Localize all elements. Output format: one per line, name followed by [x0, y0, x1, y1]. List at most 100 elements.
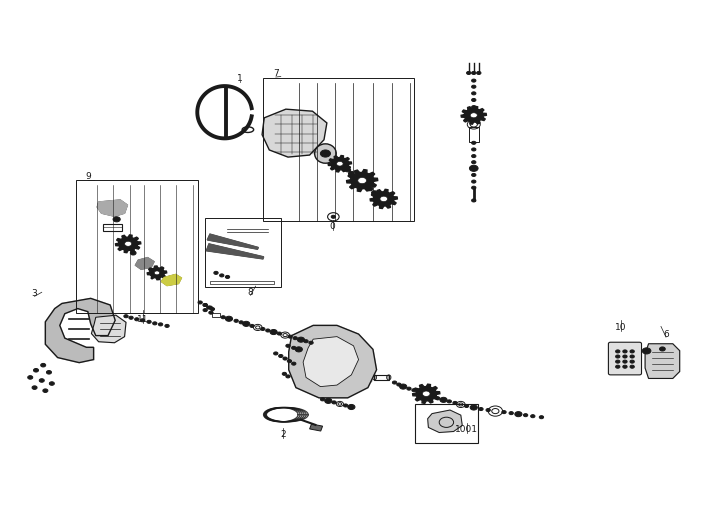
Bar: [469, 127, 479, 143]
Circle shape: [447, 400, 451, 403]
Circle shape: [472, 149, 476, 152]
Circle shape: [515, 412, 522, 417]
Circle shape: [33, 369, 39, 373]
Ellipse shape: [372, 375, 377, 380]
Circle shape: [477, 72, 481, 75]
Circle shape: [623, 355, 627, 358]
Polygon shape: [161, 275, 181, 286]
Circle shape: [472, 200, 476, 203]
Circle shape: [469, 166, 478, 172]
Circle shape: [472, 161, 476, 164]
Circle shape: [304, 340, 308, 343]
Circle shape: [407, 387, 411, 390]
Circle shape: [348, 405, 355, 410]
Polygon shape: [207, 244, 264, 260]
Circle shape: [472, 174, 476, 177]
Circle shape: [486, 409, 490, 412]
Circle shape: [623, 365, 627, 369]
Circle shape: [372, 191, 377, 195]
Polygon shape: [91, 316, 126, 343]
Circle shape: [397, 383, 401, 386]
Circle shape: [210, 308, 215, 311]
Circle shape: [367, 187, 373, 191]
Circle shape: [472, 142, 476, 145]
Circle shape: [472, 86, 476, 89]
Polygon shape: [303, 337, 359, 387]
Circle shape: [345, 168, 351, 173]
Text: 11: 11: [137, 315, 148, 324]
Ellipse shape: [315, 145, 336, 164]
Circle shape: [332, 401, 336, 404]
Circle shape: [320, 398, 325, 401]
Circle shape: [286, 375, 290, 378]
Ellipse shape: [387, 375, 391, 380]
Bar: [210, 281, 274, 285]
Text: 9: 9: [85, 172, 91, 181]
Circle shape: [250, 325, 254, 328]
Circle shape: [523, 414, 528, 417]
Circle shape: [440, 398, 447, 403]
Circle shape: [630, 350, 634, 353]
Circle shape: [49, 382, 55, 386]
Circle shape: [470, 405, 477, 410]
Circle shape: [464, 405, 469, 408]
Circle shape: [630, 360, 634, 363]
Circle shape: [140, 319, 145, 322]
Circle shape: [154, 271, 160, 275]
Circle shape: [412, 389, 416, 392]
Circle shape: [43, 389, 48, 393]
Polygon shape: [207, 235, 258, 250]
Circle shape: [147, 321, 151, 324]
Circle shape: [470, 114, 477, 119]
Circle shape: [336, 162, 343, 167]
Circle shape: [277, 332, 282, 335]
Circle shape: [467, 72, 471, 75]
Polygon shape: [115, 236, 141, 253]
Circle shape: [292, 362, 296, 365]
Circle shape: [616, 360, 620, 363]
Circle shape: [472, 80, 476, 83]
Circle shape: [221, 316, 225, 319]
Circle shape: [660, 347, 665, 351]
Circle shape: [539, 416, 544, 419]
Circle shape: [243, 322, 250, 327]
Circle shape: [472, 93, 476, 96]
Text: 1001: 1001: [455, 425, 478, 434]
Circle shape: [423, 391, 430, 397]
Circle shape: [220, 274, 224, 277]
Circle shape: [125, 242, 132, 247]
Circle shape: [436, 397, 440, 400]
Polygon shape: [428, 410, 462, 433]
Polygon shape: [97, 201, 127, 217]
Circle shape: [208, 306, 212, 309]
Circle shape: [209, 312, 213, 315]
Circle shape: [479, 408, 483, 411]
Circle shape: [616, 355, 620, 358]
Bar: [205, 219, 281, 288]
Circle shape: [453, 402, 457, 405]
Circle shape: [198, 301, 202, 304]
Circle shape: [295, 347, 302, 352]
FancyBboxPatch shape: [608, 343, 642, 375]
Circle shape: [286, 345, 290, 348]
Bar: [212, 314, 220, 318]
Bar: [374, 375, 389, 380]
Circle shape: [343, 404, 348, 407]
Circle shape: [40, 379, 45, 383]
Circle shape: [623, 360, 627, 363]
Polygon shape: [45, 299, 115, 363]
Text: 3: 3: [32, 288, 37, 297]
Circle shape: [392, 381, 397, 384]
Circle shape: [129, 317, 133, 320]
Text: 6: 6: [663, 329, 669, 338]
Circle shape: [297, 337, 305, 343]
Text: 8: 8: [248, 287, 253, 296]
Circle shape: [320, 151, 330, 158]
Circle shape: [616, 350, 620, 353]
Circle shape: [282, 373, 287, 376]
Polygon shape: [461, 107, 487, 125]
Circle shape: [274, 352, 278, 355]
Circle shape: [472, 99, 476, 102]
Circle shape: [124, 315, 128, 318]
Circle shape: [325, 399, 332, 404]
